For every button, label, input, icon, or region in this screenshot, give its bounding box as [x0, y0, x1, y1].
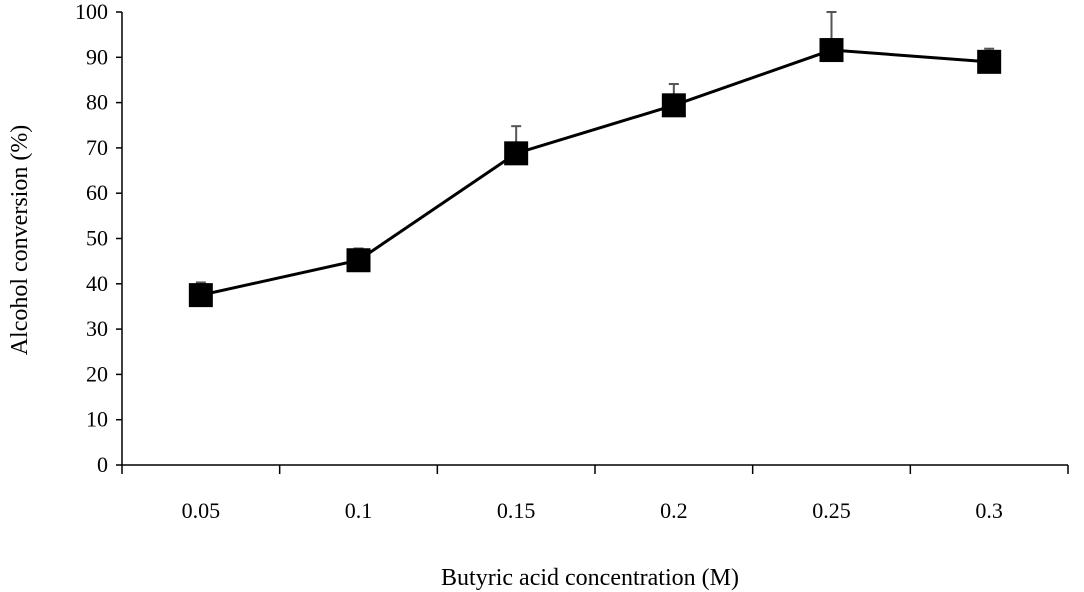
- y-tick-label: 20: [86, 361, 108, 386]
- y-tick-label: 50: [86, 226, 108, 251]
- data-point-marker: [661, 93, 686, 118]
- y-axis: 0 10 20 30 40 50 60 70 80 90 100: [75, 0, 123, 477]
- y-tick-label: 70: [86, 135, 108, 160]
- x-tick-label: 0.05: [182, 498, 221, 523]
- data-point-marker: [188, 283, 213, 308]
- y-tick-label: 100: [75, 0, 108, 24]
- y-tick-label: 80: [86, 90, 108, 115]
- data-series: [188, 11, 1002, 308]
- x-axis-title: Butyric acid concentration (M): [441, 565, 739, 591]
- x-tick-label: 0.25: [812, 498, 851, 523]
- y-tick-label: 90: [86, 44, 108, 69]
- data-point-marker: [977, 49, 1002, 74]
- y-tick-label: 30: [86, 316, 108, 341]
- x-tick-label: 0.2: [660, 498, 688, 523]
- x-tick-label: 0.1: [345, 498, 373, 523]
- y-tick-label: 40: [86, 271, 108, 296]
- x-tick-label: 0.15: [497, 498, 536, 523]
- y-tick-label: 60: [86, 180, 108, 205]
- series-line: [200, 48, 990, 297]
- data-point-marker: [504, 141, 529, 166]
- x-tick-label: 0.3: [975, 498, 1003, 523]
- y-tick-label: 0: [97, 452, 108, 477]
- data-point-marker: [819, 38, 844, 63]
- x-axis: 0.05 0.1 0.15 0.2 0.25 0.3: [121, 464, 1069, 523]
- y-tick-label: 10: [86, 407, 108, 432]
- y-axis-title: Alcohol conversion (%): [7, 125, 33, 356]
- data-point-marker: [346, 248, 371, 273]
